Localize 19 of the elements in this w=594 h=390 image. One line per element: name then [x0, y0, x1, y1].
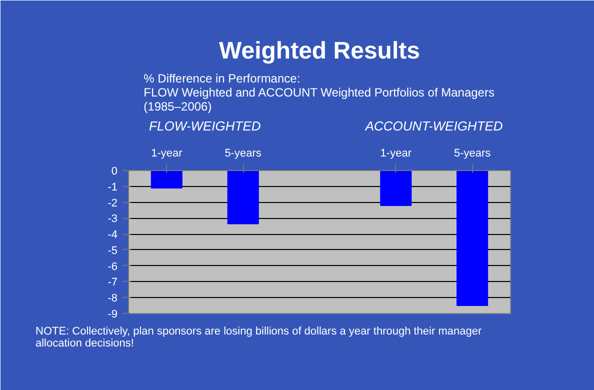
- x-tick-label: 5-years: [224, 148, 262, 160]
- y-tick-label: 0: [111, 166, 118, 178]
- y-tick-label: -7: [108, 276, 118, 289]
- y-tick-label: -4: [108, 229, 118, 242]
- text: ACCOUNT-WEIGHTED: [364, 118, 503, 134]
- chart-subtitle: % Difference in Performance: FLOW Weighted and ACCOUNT Weighted Portfolios of Managers (1985–2006): [144, 72, 494, 114]
- y-tick-label: -2: [108, 197, 118, 210]
- y-tick-label: -8: [108, 292, 118, 305]
- text: FLOW-WEIGHTED: [149, 118, 261, 134]
- y-tick-label: -6: [108, 260, 118, 273]
- x-tick-label: 5-years: [454, 148, 492, 160]
- y-tick-label: -9: [108, 308, 118, 320]
- y-tick-label: -1: [108, 181, 118, 194]
- text: NOTE: Collectively, plan sponsors are losing billions of dollars a year through their manager allocation decisions!: [36, 326, 482, 350]
- x-tick-label: 1-year: [380, 148, 412, 160]
- y-tick-label: -3: [108, 213, 118, 226]
- y-tick-label: -5: [108, 244, 118, 257]
- x-tick-label: 1-year: [151, 148, 183, 160]
- chart-title: Weighted Results: [219, 38, 420, 64]
